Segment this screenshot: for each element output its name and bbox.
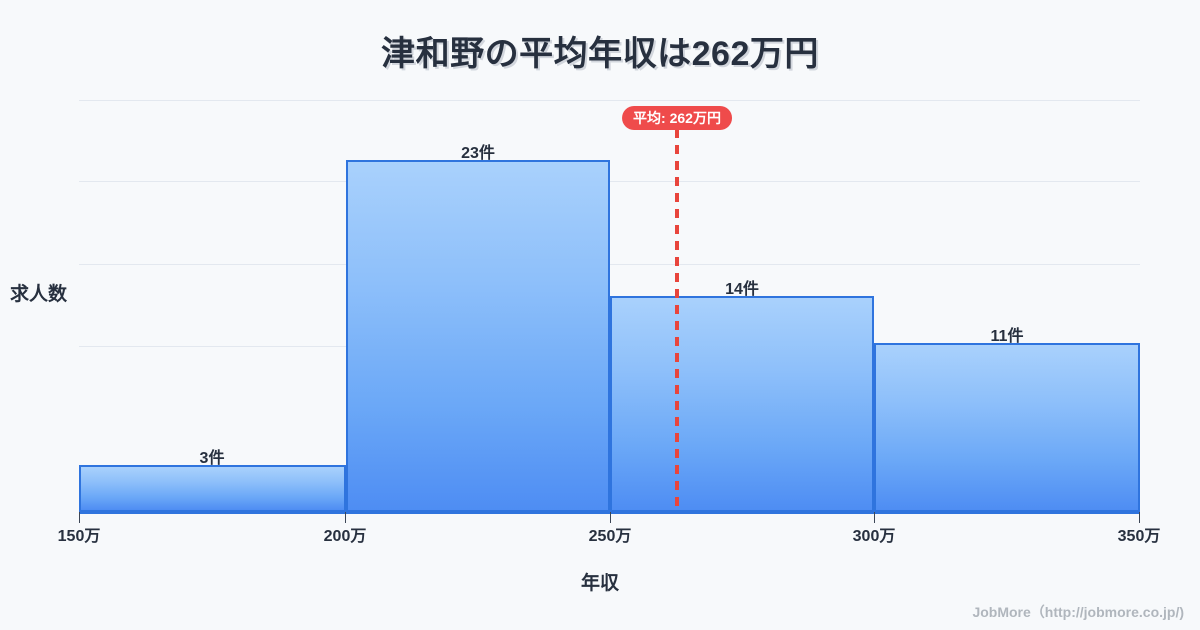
bar-value-label-4: 11件 [990, 328, 1024, 345]
bar-bin-2[interactable] [346, 160, 610, 512]
bar-value-label-1: 3件 [199, 450, 225, 467]
bar-value-label-3: 14件 [725, 281, 759, 298]
x-tick-label-250: 250万 [588, 528, 632, 545]
y-axis-title: 求人数 [10, 284, 68, 305]
plot-area [79, 95, 1140, 512]
x-axis-line [79, 512, 1140, 514]
bar-value-label-2: 23件 [461, 145, 495, 162]
page-title: 津和野の平均年収は262万円 [381, 35, 819, 73]
bar-bin-1[interactable] [79, 465, 346, 512]
x-tick-mark [79, 512, 80, 523]
bar-bin-3[interactable] [610, 296, 874, 512]
mean-reference-line [675, 129, 679, 514]
x-tick-mark [610, 512, 611, 523]
x-axis-title: 年収 [580, 573, 619, 594]
x-tick-mark [1139, 512, 1140, 523]
bar-bin-4[interactable] [874, 343, 1140, 512]
x-tick-label-150: 150万 [57, 528, 101, 545]
gridline [79, 100, 1140, 101]
x-tick-label-200: 200万 [323, 528, 367, 545]
x-tick-label-350: 350万 [1117, 528, 1161, 545]
x-tick-label-300: 300万 [852, 528, 896, 545]
x-tick-mark [345, 512, 346, 523]
mean-badge: 平均: 262万円 [622, 106, 732, 130]
footer-credit: JobMore（http://jobmore.co.jp/) [972, 604, 1184, 620]
x-tick-mark [874, 512, 875, 523]
